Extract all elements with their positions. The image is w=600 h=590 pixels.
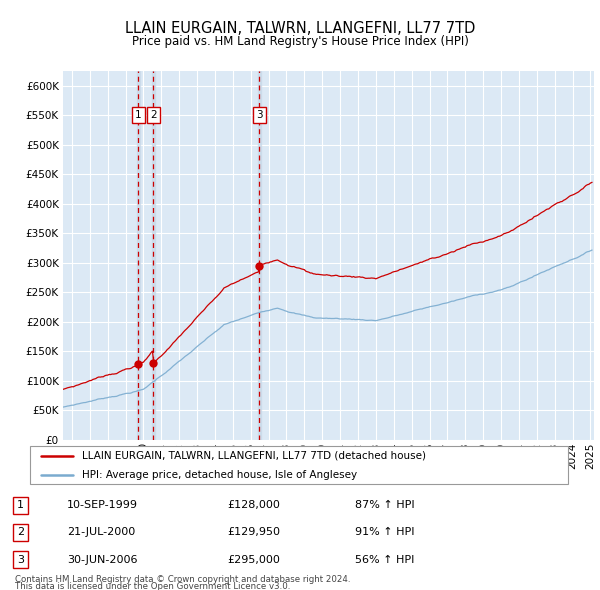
- Bar: [137, 71, 140, 440]
- Text: This data is licensed under the Open Government Licence v3.0.: This data is licensed under the Open Gov…: [15, 582, 290, 590]
- Text: 2: 2: [17, 527, 24, 537]
- Text: 87% ↑ HPI: 87% ↑ HPI: [355, 500, 415, 510]
- Text: Price paid vs. HM Land Registry's House Price Index (HPI): Price paid vs. HM Land Registry's House …: [131, 35, 469, 48]
- Text: £295,000: £295,000: [227, 555, 280, 565]
- Text: Contains HM Land Registry data © Crown copyright and database right 2024.: Contains HM Land Registry data © Crown c…: [15, 575, 350, 584]
- Text: 3: 3: [256, 110, 263, 120]
- Text: 1: 1: [135, 110, 142, 120]
- Text: 56% ↑ HPI: 56% ↑ HPI: [355, 555, 415, 565]
- FancyBboxPatch shape: [30, 446, 568, 484]
- Text: LLAIN EURGAIN, TALWRN, LLANGEFNI, LL77 7TD (detached house): LLAIN EURGAIN, TALWRN, LLANGEFNI, LL77 7…: [82, 451, 425, 461]
- Text: £128,000: £128,000: [227, 500, 280, 510]
- Text: £129,950: £129,950: [227, 527, 280, 537]
- Bar: [258, 71, 261, 440]
- Text: 3: 3: [17, 555, 24, 565]
- Text: 30-JUN-2006: 30-JUN-2006: [67, 555, 137, 565]
- Text: 10-SEP-1999: 10-SEP-1999: [67, 500, 138, 510]
- Text: 21-JUL-2000: 21-JUL-2000: [67, 527, 136, 537]
- Text: HPI: Average price, detached house, Isle of Anglesey: HPI: Average price, detached house, Isle…: [82, 470, 357, 480]
- Text: LLAIN EURGAIN, TALWRN, LLANGEFNI, LL77 7TD: LLAIN EURGAIN, TALWRN, LLANGEFNI, LL77 7…: [125, 21, 475, 36]
- Text: 2: 2: [150, 110, 157, 120]
- Text: 91% ↑ HPI: 91% ↑ HPI: [355, 527, 415, 537]
- Text: 1: 1: [17, 500, 24, 510]
- Bar: [152, 71, 155, 440]
